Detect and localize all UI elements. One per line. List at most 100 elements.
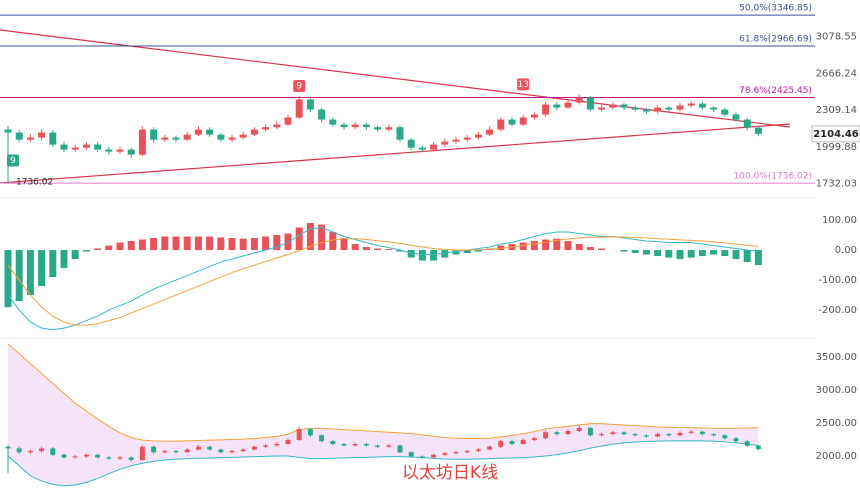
macd-bar bbox=[116, 242, 124, 251]
candle-body bbox=[610, 432, 616, 435]
macd-bar bbox=[318, 224, 326, 251]
candle-body bbox=[285, 439, 291, 444]
macd-bar bbox=[15, 250, 23, 302]
macd-bar bbox=[374, 248, 382, 251]
candle-body bbox=[542, 104, 550, 115]
candle-body bbox=[173, 451, 179, 453]
candle-body bbox=[632, 434, 638, 436]
candle-body bbox=[509, 441, 515, 444]
candle-body bbox=[5, 446, 11, 449]
candle-body bbox=[194, 129, 202, 135]
macd-bar bbox=[26, 250, 34, 296]
macd-bar bbox=[127, 241, 135, 251]
candle-body bbox=[263, 445, 269, 447]
macd-bar bbox=[82, 250, 90, 252]
candle-body bbox=[195, 446, 201, 450]
y-tick-label: 1999.88 bbox=[816, 142, 857, 153]
annotation-box bbox=[293, 79, 306, 92]
macd-bar bbox=[206, 236, 214, 251]
candle-body bbox=[508, 119, 516, 125]
candle-body bbox=[598, 107, 606, 110]
macd-bar bbox=[385, 249, 393, 251]
candle-body bbox=[419, 456, 425, 458]
candle-body bbox=[95, 454, 101, 458]
candle-body bbox=[228, 137, 236, 140]
candle-body bbox=[240, 449, 246, 452]
candle-body bbox=[688, 431, 694, 433]
low-label: 1736.02 bbox=[16, 178, 53, 188]
candle-body bbox=[599, 434, 605, 436]
candle-body bbox=[699, 431, 705, 435]
macd-bar bbox=[642, 250, 650, 255]
candle-body bbox=[60, 144, 68, 150]
candle-body bbox=[755, 445, 761, 450]
candle-body bbox=[374, 127, 382, 130]
macd-bar bbox=[743, 250, 751, 263]
macd-bar bbox=[228, 238, 236, 251]
macd-bar bbox=[183, 236, 191, 251]
candle-body bbox=[117, 457, 123, 459]
candle-body bbox=[50, 448, 56, 455]
macd-bar bbox=[217, 237, 225, 251]
candle-body bbox=[318, 109, 326, 120]
macd-bar bbox=[105, 245, 113, 251]
macd-bar bbox=[418, 250, 426, 261]
fib-label: 100.0%(1736.02) bbox=[733, 172, 812, 182]
candle-body bbox=[407, 139, 415, 148]
candle-body bbox=[351, 124, 359, 128]
macd-bar bbox=[407, 250, 415, 258]
candle-body bbox=[319, 435, 325, 442]
macd-bar bbox=[430, 250, 438, 261]
y-tick-label: 2000.00 bbox=[816, 451, 857, 462]
macd-bar bbox=[71, 250, 79, 260]
annotation-box bbox=[517, 78, 530, 91]
candle-body bbox=[172, 137, 180, 140]
candle-body bbox=[564, 102, 572, 108]
candle-body bbox=[306, 99, 314, 110]
annotation: 9 bbox=[10, 156, 16, 166]
macd-bar bbox=[665, 250, 673, 258]
macd-bar bbox=[553, 238, 561, 251]
fib-label: 50.0%(3346.85) bbox=[739, 4, 812, 14]
y-tick-label: 3500.00 bbox=[816, 352, 857, 363]
macd-bar bbox=[329, 232, 337, 251]
candle-body bbox=[83, 454, 89, 457]
candle-body bbox=[375, 445, 381, 447]
candle-body bbox=[27, 451, 33, 453]
candle-body bbox=[162, 451, 168, 453]
candle-body bbox=[49, 132, 57, 145]
macd-bar bbox=[463, 250, 471, 254]
candle-body bbox=[655, 434, 661, 437]
candle-body bbox=[609, 104, 617, 108]
candle-body bbox=[262, 127, 270, 130]
candle-body bbox=[82, 144, 90, 148]
candle-body bbox=[441, 141, 449, 145]
macd-bar bbox=[564, 241, 572, 251]
annotation-box bbox=[7, 154, 19, 167]
price-box bbox=[811, 125, 860, 143]
y-tick-label: 2500.00 bbox=[816, 418, 857, 429]
macd-bar bbox=[362, 247, 370, 251]
candle-body bbox=[531, 438, 537, 440]
candle-body bbox=[576, 427, 582, 432]
y-tick-label: 100.00 bbox=[822, 215, 857, 226]
candle-body bbox=[116, 149, 124, 152]
macd-bar bbox=[284, 233, 292, 251]
candle-body bbox=[341, 443, 347, 446]
candle-body bbox=[698, 103, 706, 108]
macd-bar bbox=[676, 250, 684, 260]
candle-body bbox=[386, 445, 392, 447]
candle-body bbox=[239, 134, 247, 138]
candle-body bbox=[642, 109, 650, 112]
candle-body bbox=[218, 449, 224, 453]
macd-bar bbox=[530, 241, 538, 251]
candle-body bbox=[138, 129, 146, 155]
candle-body bbox=[330, 441, 336, 444]
upper-band bbox=[7, 343, 759, 442]
candle-body bbox=[274, 443, 280, 446]
macd-bar bbox=[687, 250, 695, 258]
candle-body bbox=[15, 132, 23, 140]
candle-body bbox=[397, 445, 403, 453]
candle-body bbox=[498, 441, 504, 447]
